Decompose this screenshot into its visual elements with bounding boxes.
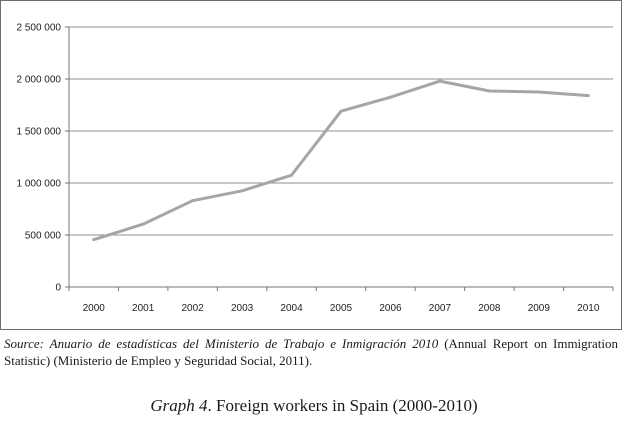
- source-rest: (Annual Report on Immigration Statistic)…: [4, 336, 618, 368]
- x-tick-label: 2008: [478, 303, 501, 314]
- chart-caption: Graph 4. Foreign workers in Spain (2000-…: [0, 396, 628, 416]
- data-point: [537, 90, 541, 94]
- y-tick-label: 2 000 000: [17, 75, 62, 86]
- y-tick-label: 0: [55, 283, 61, 294]
- y-tick-label: 1 500 000: [17, 127, 62, 138]
- data-point: [339, 109, 343, 113]
- series-line: [93, 79, 589, 242]
- caption-text: . Foreign workers in Spain (2000-2010): [207, 396, 478, 415]
- data-point: [191, 199, 195, 203]
- y-tick-label: 500 000: [25, 231, 62, 242]
- data-point: [586, 94, 590, 98]
- y-tick-label: 1 000 000: [17, 179, 62, 190]
- y-tick-label: 2 500 000: [17, 23, 62, 34]
- source-prefix: Source: Anuario de estadísticas del Mini…: [4, 336, 439, 351]
- data-point: [290, 173, 294, 177]
- x-tick-label: 2010: [577, 303, 600, 314]
- x-tick-label: 2001: [132, 303, 155, 314]
- x-tick-label: 2007: [429, 303, 452, 314]
- x-tick-label: 2006: [379, 303, 402, 314]
- data-point: [487, 89, 491, 93]
- data-point: [240, 189, 244, 193]
- caption-label: Graph 4: [150, 396, 208, 415]
- source-note: Source: Anuario de estadísticas del Mini…: [4, 335, 618, 369]
- x-tick-label: 2005: [330, 303, 353, 314]
- x-tick-label: 2003: [231, 303, 254, 314]
- data-point: [92, 238, 96, 242]
- data-point: [388, 95, 392, 99]
- line-chart: 0 500 000 1 000 000 1 500 000 2 000 000 2 500…: [17, 23, 614, 314]
- data-point: [141, 222, 145, 226]
- chart-frame: 0 500 000 1 000 000 1 500 000 2 000 000 2 500…: [0, 0, 622, 330]
- x-tick-label: 2009: [528, 303, 551, 314]
- data-point: [438, 79, 442, 83]
- x-tick-label: 2004: [280, 303, 303, 314]
- x-tick-label: 2000: [83, 303, 106, 314]
- x-tick-label: 2002: [182, 303, 205, 314]
